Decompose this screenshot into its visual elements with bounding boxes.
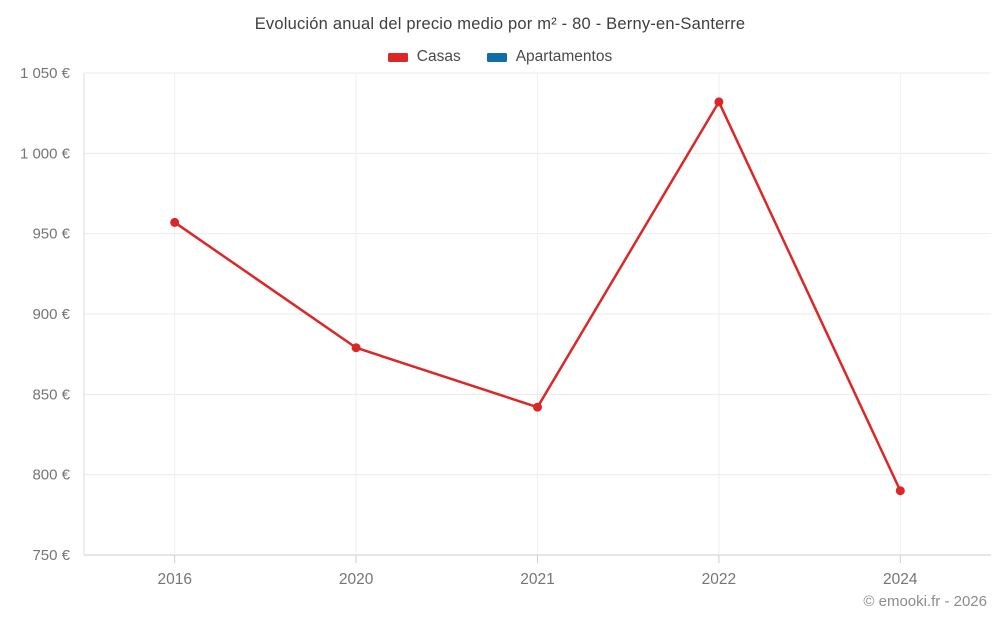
- x-axis-tick-label: 2024: [883, 571, 918, 588]
- data-point-casas-2024[interactable]: [895, 486, 905, 496]
- data-point-casas-2022[interactable]: [714, 97, 724, 107]
- y-axis-tick-label: 950 €: [32, 226, 70, 243]
- data-point-casas-2020[interactable]: [351, 343, 361, 353]
- legend-item-casas[interactable]: Casas: [387, 48, 461, 66]
- y-axis-tick-label: 900 €: [32, 306, 70, 323]
- legend-swatch-apartamentos: [486, 52, 507, 62]
- data-point-casas-2016[interactable]: [170, 217, 180, 227]
- x-axis-tick-label: 2022: [702, 571, 736, 588]
- copyright-credit: © emooki.fr - 2026: [863, 593, 987, 610]
- chart-legend: Casas Apartamentos: [0, 46, 1000, 68]
- y-axis-tick-label: 1 000 €: [20, 145, 71, 162]
- legend-swatch-casas: [387, 52, 408, 62]
- x-axis-tick-label: 2016: [157, 571, 191, 588]
- y-axis-tick-label: 1 050 €: [20, 65, 71, 82]
- data-point-casas-2021[interactable]: [533, 402, 542, 412]
- y-axis-tick-label: 850 €: [32, 386, 70, 403]
- legend-label-apartamentos: Apartamentos: [515, 48, 613, 65]
- x-axis-tick-label: 2021: [520, 571, 554, 588]
- legend-item-apartamentos[interactable]: Apartamentos: [486, 48, 613, 66]
- chart-title: Evolución anual del precio medio por m² …: [254, 15, 746, 33]
- x-axis-tick-label: 2020: [339, 571, 374, 588]
- y-axis-tick-label: 750 €: [32, 547, 70, 564]
- y-axis-tick-label: 800 €: [32, 467, 70, 484]
- legend-label-casas: Casas: [416, 48, 461, 65]
